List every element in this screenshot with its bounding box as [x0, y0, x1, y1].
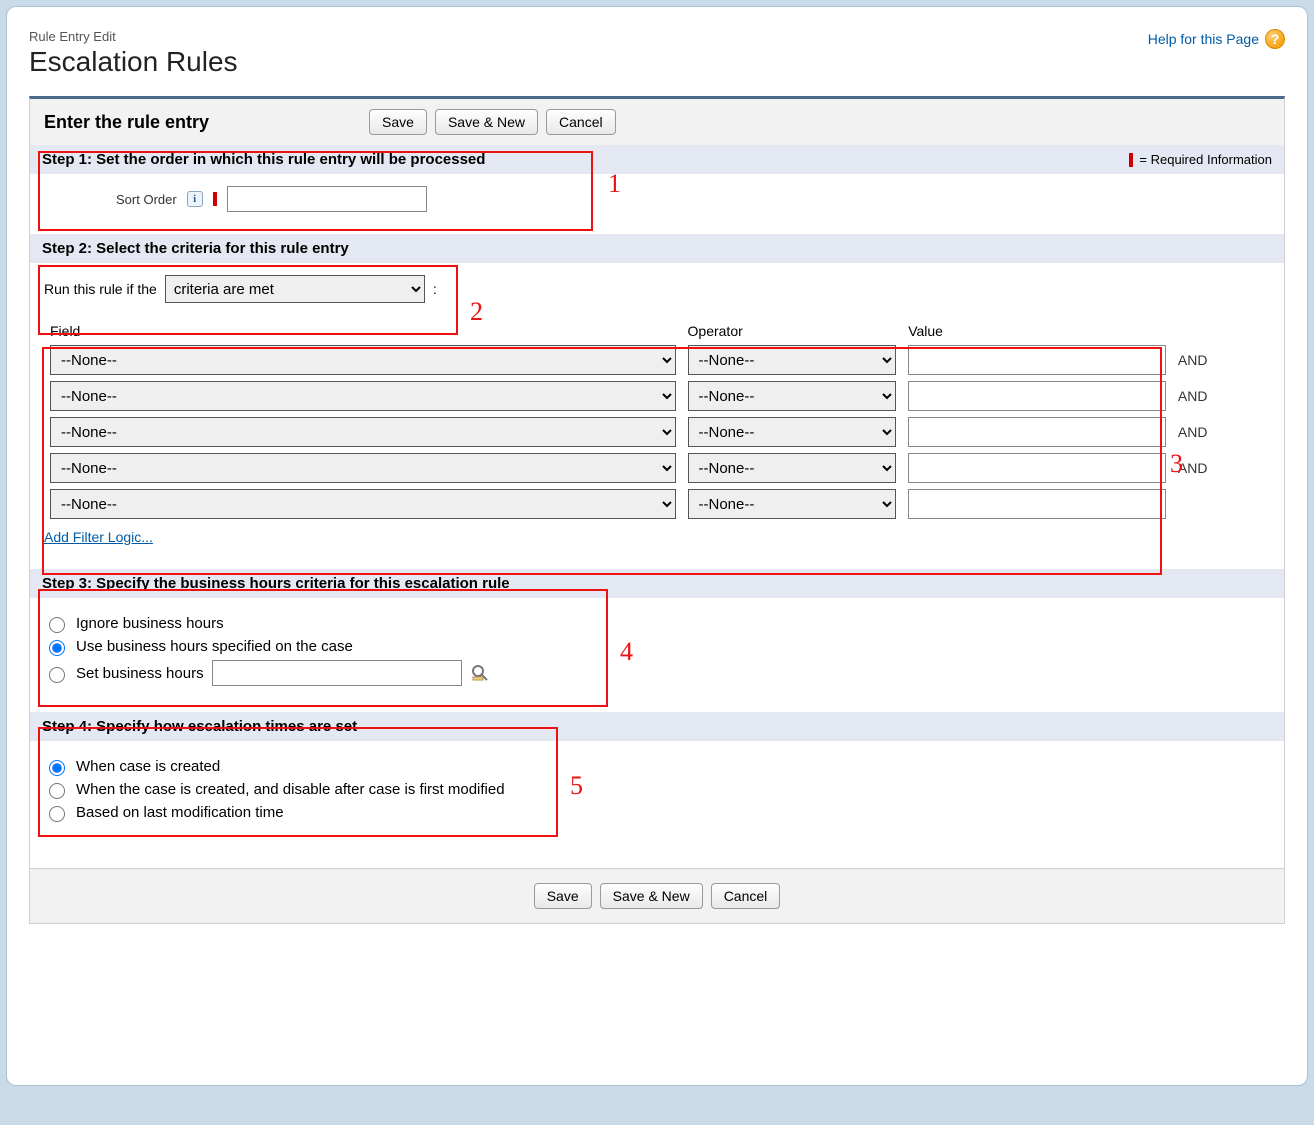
bh-radio-use-case[interactable]	[49, 640, 65, 656]
step2-body: Run this rule if the criteria are met : …	[30, 263, 1284, 569]
bh-label-ignore: Ignore business hours	[76, 615, 224, 632]
criteria-header-operator: Operator	[682, 321, 903, 339]
form-panel: Enter the rule entry Save Save & New Can…	[29, 96, 1285, 924]
criteria-row: --None-- --None-- AND	[44, 417, 1270, 447]
panel-head-title: Enter the rule entry	[44, 112, 209, 133]
criteria-value-input[interactable]	[908, 381, 1166, 411]
run-rule-label: Run this rule if the	[44, 281, 157, 297]
step4-header: Step 4: Specify how escalation times are…	[30, 712, 1284, 741]
required-bar-icon	[1129, 153, 1133, 167]
cancel-button-bottom[interactable]: Cancel	[711, 883, 781, 909]
bh-option-use-case[interactable]: Use business hours specified on the case	[44, 637, 1270, 656]
page-container: Rule Entry Edit Escalation Rules Help fo…	[6, 6, 1308, 1086]
step4-title: Step 4: Specify how escalation times are…	[42, 718, 357, 735]
help-link[interactable]: Help for this Page ?	[1148, 29, 1285, 49]
sort-order-label: Sort Order	[116, 192, 177, 207]
esc-radio-last-mod[interactable]	[49, 806, 65, 822]
criteria-header-value: Value	[902, 321, 1172, 339]
criteria-row: --None-- --None-- AND	[44, 345, 1270, 375]
save-new-button-bottom[interactable]: Save & New	[600, 883, 703, 909]
help-icon: ?	[1265, 29, 1285, 49]
run-rule-row: Run this rule if the criteria are met :	[44, 275, 1270, 303]
required-note: = Required Information	[1129, 152, 1272, 167]
criteria-operator-select[interactable]: --None--	[688, 489, 897, 519]
step2-title: Step 2: Select the criteria for this rul…	[42, 240, 349, 257]
step1-title: Step 1: Set the order in which this rule…	[42, 151, 485, 168]
save-button[interactable]: Save	[369, 109, 427, 135]
bh-option-ignore[interactable]: Ignore business hours	[44, 614, 1270, 633]
bottom-button-row: Save Save & New Cancel	[30, 868, 1284, 923]
esc-label-created-disable: When the case is created, and disable af…	[76, 781, 505, 798]
step3-title: Step 3: Specify the business hours crite…	[42, 575, 510, 592]
criteria-field-select[interactable]: --None--	[50, 489, 676, 519]
step2-header: Step 2: Select the criteria for this rul…	[30, 234, 1284, 263]
add-filter-logic-link[interactable]: Add Filter Logic...	[44, 529, 153, 545]
criteria-and-label: AND	[1172, 453, 1270, 483]
required-note-text: = Required Information	[1139, 152, 1272, 167]
help-link-text: Help for this Page	[1148, 31, 1259, 47]
cancel-button[interactable]: Cancel	[546, 109, 616, 135]
criteria-value-input[interactable]	[908, 345, 1166, 375]
page-header: Rule Entry Edit Escalation Rules Help fo…	[29, 29, 1285, 78]
criteria-and-label: AND	[1172, 345, 1270, 375]
bh-label-use-case: Use business hours specified on the case	[76, 638, 353, 655]
top-button-row: Save Save & New Cancel	[369, 109, 616, 135]
criteria-header-row: Field Operator Value	[44, 321, 1270, 339]
save-new-button[interactable]: Save & New	[435, 109, 538, 135]
criteria-and-label	[1172, 489, 1270, 519]
lookup-icon[interactable]	[470, 663, 490, 683]
criteria-and-label: AND	[1172, 381, 1270, 411]
bh-radio-ignore[interactable]	[49, 617, 65, 633]
criteria-field-select[interactable]: --None--	[50, 345, 676, 375]
esc-radio-created-disable[interactable]	[49, 783, 65, 799]
criteria-operator-select[interactable]: --None--	[688, 417, 897, 447]
criteria-field-select[interactable]: --None--	[50, 453, 676, 483]
criteria-row: --None-- --None--	[44, 489, 1270, 519]
criteria-operator-select[interactable]: --None--	[688, 381, 897, 411]
step3-header: Step 3: Specify the business hours crite…	[30, 569, 1284, 598]
criteria-value-input[interactable]	[908, 417, 1166, 447]
run-rule-colon: :	[433, 281, 437, 297]
criteria-field-select[interactable]: --None--	[50, 417, 676, 447]
save-button-bottom[interactable]: Save	[534, 883, 592, 909]
run-rule-select[interactable]: criteria are met	[165, 275, 425, 303]
bh-label-set: Set business hours	[76, 665, 204, 682]
info-icon[interactable]: i	[187, 191, 203, 207]
sort-order-row: Sort Order i	[116, 186, 1270, 212]
business-hours-radio-group: Ignore business hours Use business hours…	[44, 614, 1270, 686]
escalation-time-radio-group: When case is created When the case is cr…	[44, 757, 1270, 822]
step1-header: Step 1: Set the order in which this rule…	[30, 145, 1284, 174]
sort-order-input[interactable]	[227, 186, 427, 212]
criteria-table: Field Operator Value --None-- --None-- AND…	[44, 315, 1270, 525]
bh-radio-set[interactable]	[49, 667, 65, 683]
required-bar-icon	[213, 192, 217, 206]
step4-body: When case is created When the case is cr…	[30, 741, 1284, 848]
criteria-field-select[interactable]: --None--	[50, 381, 676, 411]
criteria-operator-select[interactable]: --None--	[688, 345, 897, 375]
page-titles: Rule Entry Edit Escalation Rules	[29, 29, 238, 78]
esc-option-created[interactable]: When case is created	[44, 757, 1270, 776]
page-title: Escalation Rules	[29, 46, 238, 78]
criteria-and-label: AND	[1172, 417, 1270, 447]
esc-radio-created[interactable]	[49, 760, 65, 776]
panel-head: Enter the rule entry Save Save & New Can…	[30, 99, 1284, 145]
bh-option-set[interactable]: Set business hours	[44, 660, 1270, 686]
criteria-value-input[interactable]	[908, 489, 1166, 519]
criteria-value-input[interactable]	[908, 453, 1166, 483]
criteria-header-field: Field	[44, 321, 682, 339]
esc-label-last-mod: Based on last modification time	[76, 804, 284, 821]
breadcrumb: Rule Entry Edit	[29, 29, 238, 44]
esc-label-created: When case is created	[76, 758, 220, 775]
step1-body: Sort Order i	[30, 174, 1284, 234]
step3-body: Ignore business hours Use business hours…	[30, 598, 1284, 712]
bh-set-input[interactable]	[212, 660, 462, 686]
esc-option-last-mod[interactable]: Based on last modification time	[44, 803, 1270, 822]
esc-option-created-disable[interactable]: When the case is created, and disable af…	[44, 780, 1270, 799]
criteria-operator-select[interactable]: --None--	[688, 453, 897, 483]
criteria-row: --None-- --None-- AND	[44, 453, 1270, 483]
criteria-row: --None-- --None-- AND	[44, 381, 1270, 411]
